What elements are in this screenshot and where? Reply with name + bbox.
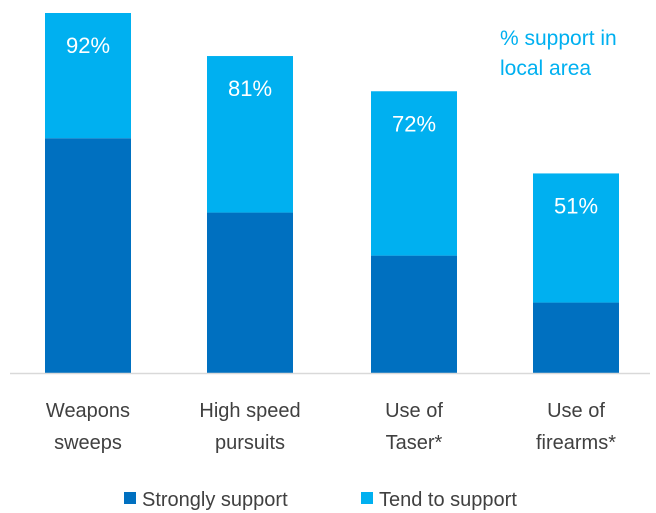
bar-strongly-2 <box>371 255 457 373</box>
category-label-3-line-0: Use of <box>547 400 605 422</box>
category-label-0-line-1: sweeps <box>54 432 122 454</box>
category-label-0-line-0: Weapons <box>46 400 130 422</box>
legend-label-strongly-support: Strongly support <box>142 489 288 511</box>
category-label-1-line-0: High speed <box>199 400 300 422</box>
annotation-line-2: local area <box>500 57 591 80</box>
bar-tend-1 <box>207 56 293 213</box>
category-label-2: Use of Taser* <box>385 400 443 454</box>
bar-tend-3 <box>533 173 619 303</box>
category-label-1: High speed pursuits <box>199 400 300 454</box>
legend-label-tend-to-support: Tend to support <box>379 489 517 511</box>
total-labels: 92% 81% 72% 51% <box>66 33 598 218</box>
category-labels: Weapons sweeps High speed pursuits Use of Tas… <box>46 400 616 454</box>
annotation-note: % support in local area <box>500 27 623 80</box>
category-label-0: Weapons sweeps <box>46 400 130 454</box>
legend-swatch-strongly-support <box>124 492 136 504</box>
legend: Strongly support Tend to support <box>124 489 517 511</box>
category-label-1-line-1: pursuits <box>215 432 285 454</box>
bar-strongly-1 <box>207 212 293 373</box>
bar-tend-2 <box>371 91 457 256</box>
bars-group <box>45 13 619 373</box>
annotation-line-1: % support in <box>500 27 617 50</box>
total-label-2: 72% <box>392 111 436 136</box>
category-label-2-line-1: Taser* <box>386 432 443 454</box>
total-label-3: 51% <box>554 193 598 218</box>
bar-tend-0 <box>45 13 131 139</box>
category-label-3: Use of firearms* <box>536 400 616 454</box>
bar-strongly-0 <box>45 138 131 373</box>
category-label-3-line-1: firearms* <box>536 432 616 454</box>
total-label-1: 81% <box>228 76 272 101</box>
legend-swatch-tend-to-support <box>361 492 373 504</box>
bar-strongly-3 <box>533 302 619 373</box>
total-label-0: 92% <box>66 33 110 58</box>
category-label-2-line-0: Use of <box>385 400 443 422</box>
